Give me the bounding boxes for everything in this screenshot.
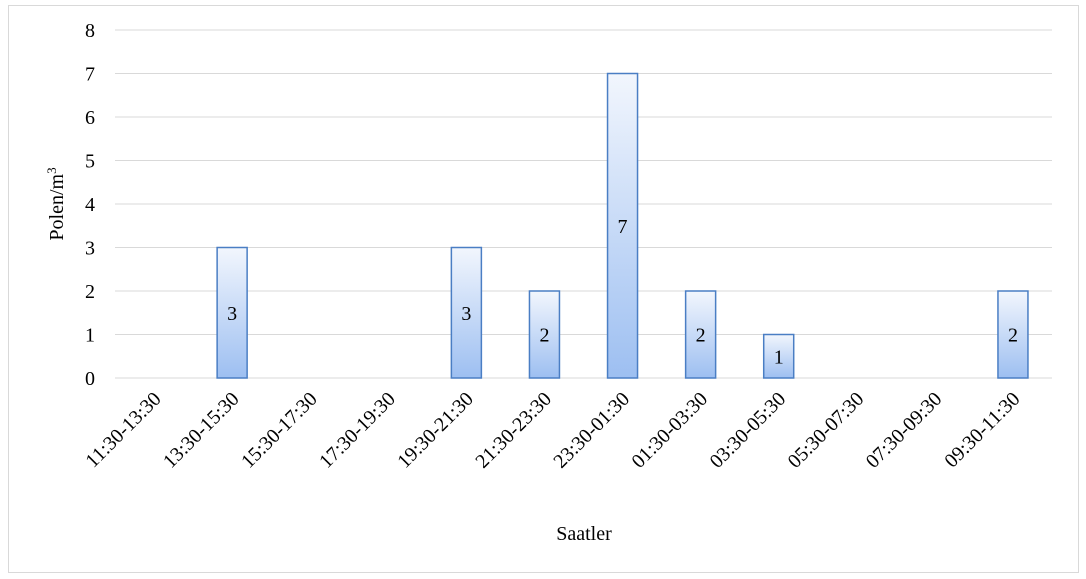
y-tick-label: 2: [85, 281, 95, 303]
x-axis-title: Saatler: [556, 523, 612, 545]
x-tick-label: 03:30-05:30: [706, 388, 791, 473]
data-label: 2: [696, 325, 706, 347]
chart-frame: [8, 5, 1079, 573]
y-tick-label: 5: [85, 151, 95, 173]
y-axis-title-text: Polen/m: [46, 173, 68, 240]
bar: [997, 290, 1029, 379]
bar: [606, 72, 639, 379]
x-tick-label: 15:30-17:30: [237, 388, 322, 473]
x-tick-label: 11:30-13:30: [81, 388, 165, 472]
y-tick-label: 8: [85, 20, 95, 42]
bar: [684, 290, 717, 379]
bar: [216, 246, 248, 379]
x-axis-tick-labels: 11:30-13:3013:30-15:3015:30-17:3017:30-1…: [81, 388, 1024, 473]
x-tick-label: 21:30-23:30: [471, 388, 556, 473]
x-tick-label: 19:30-21:30: [393, 388, 478, 473]
y-axis-tick-labels: 0 1 2 3 4 5 6 7 8: [85, 20, 95, 390]
bars: [216, 72, 1029, 379]
data-label: 3: [227, 303, 237, 325]
y-tick-label: 0: [85, 368, 95, 390]
data-label: 1: [774, 346, 784, 368]
bar: [762, 333, 795, 379]
data-labels: 3 3 2 7 2 1 2: [227, 216, 1018, 369]
data-label: 3: [461, 303, 471, 325]
data-label: 2: [539, 325, 549, 347]
y-axis-title: Polen/m3: [44, 167, 68, 240]
bar: [528, 290, 561, 379]
data-label: 7: [618, 216, 628, 238]
x-tick-label: 01:30-03:30: [627, 388, 712, 473]
x-tick-label: 17:30-19:30: [315, 388, 400, 473]
bar: [450, 246, 483, 379]
y-tick-label: 3: [85, 238, 95, 260]
gridlines: [115, 29, 1052, 379]
data-label: 2: [1008, 325, 1018, 347]
x-tick-label: 23:30-01:30: [549, 388, 634, 473]
x-tick-label: 05:30-07:30: [784, 388, 869, 473]
x-tick-label: 13:30-15:30: [159, 388, 244, 473]
y-tick-label: 4: [85, 194, 95, 216]
x-tick-label: 09:30-11:30: [940, 388, 1024, 472]
y-tick-label: 1: [85, 325, 95, 347]
y-tick-label: 6: [85, 107, 95, 129]
y-tick-label: 7: [85, 64, 95, 86]
x-tick-label: 07:30-09:30: [862, 388, 947, 473]
y-axis-title-superscript: 3: [44, 167, 59, 174]
